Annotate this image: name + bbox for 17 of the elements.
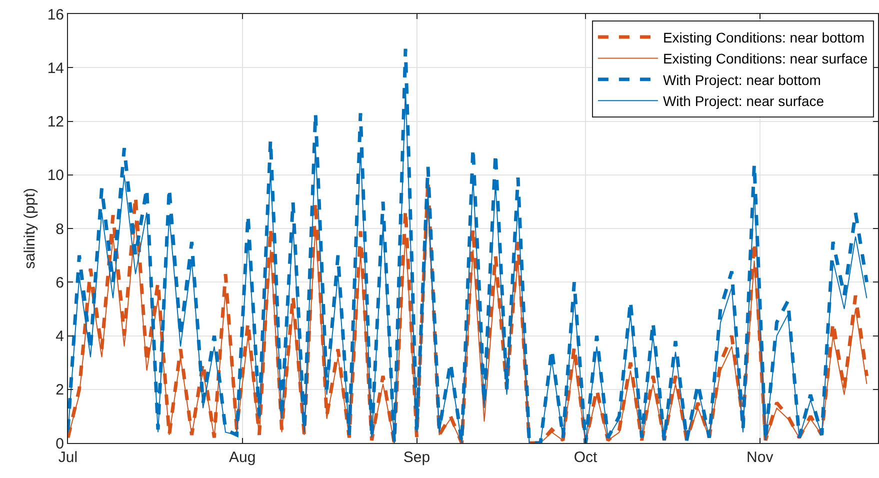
y-tick-label: 4 — [56, 328, 64, 345]
y-tick-label: 8 — [56, 220, 64, 238]
x-tick-label: Nov — [746, 449, 774, 466]
legend-label: With Project: near surface — [662, 93, 824, 110]
legend-label: Existing Conditions: near surface — [662, 50, 868, 67]
legend-label: With Project: near bottom — [662, 72, 821, 88]
y-tick-label: 2 — [56, 382, 64, 399]
y-axis-title: salinity (ppt) — [22, 188, 39, 269]
x-tick-label: Aug — [229, 449, 256, 466]
y-tick-label: 12 — [47, 114, 64, 130]
x-tick-label: Sep — [403, 449, 430, 466]
x-tick-label: Oct — [574, 449, 598, 466]
y-tick-label: 10 — [47, 167, 64, 184]
y-tick-label: 16 — [47, 6, 64, 24]
y-tick-label: 6 — [56, 274, 64, 292]
legend-label: Existing Conditions: near bottom — [662, 29, 865, 46]
y-tick-label: 14 — [47, 60, 64, 77]
